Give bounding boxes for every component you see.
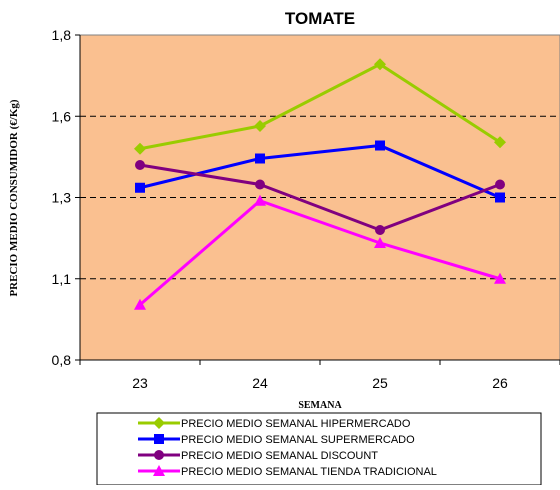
y-tick-label: 1,6 [52,108,72,124]
data-point [495,192,505,203]
x-tick-label: 26 [492,375,508,391]
grid-lines [80,115,560,280]
legend-marker [153,465,165,476]
legend-frame [96,412,542,486]
chart-title: TOMATE [285,9,355,28]
legend-items: PRECIO MEDIO SEMANAL HIPERMERCADO PRECIO … [138,417,437,478]
data-point [255,153,265,164]
series-2 [135,140,505,203]
legend-marker [154,434,164,444]
series-3 [135,160,505,235]
x-tick-label: 25 [372,375,388,391]
series-4 [134,194,506,310]
series-layer [134,58,506,310]
data-point [135,182,145,193]
data-point [135,160,145,170]
data-point [375,140,385,151]
series-line [139,62,501,151]
axes: 0,8 1,1 1,3 1,6 1,8 23 24 25 26 [52,27,560,391]
data-point [254,194,266,206]
data-point [374,58,386,71]
x-axis-label: SEMANA [298,400,342,411]
legend-item: PRECIO MEDIO SEMANAL DISCOUNT [138,450,378,462]
legend-label: PRECIO MEDIO SEMANAL DISCOUNT [181,450,378,462]
data-point [494,136,506,149]
y-tick-label: 1,3 [52,190,72,206]
data-point [494,272,506,284]
data-point [255,179,265,190]
legend-marker [153,417,165,429]
series-1 [134,58,506,155]
data-point [374,237,386,248]
data-point [375,225,385,235]
series-line [139,163,501,232]
legend-label: PRECIO MEDIO SEMANAL HIPERMERCADO [181,418,411,430]
data-point [495,179,505,190]
legend: PRECIO MEDIO SEMANAL HIPERMERCADO PRECIO … [96,412,542,486]
y-tick-label: 1,1 [52,271,72,287]
legend-item: PRECIO MEDIO SEMANAL HIPERMERCADO [138,417,411,430]
y-tick-label: 0,8 [52,352,72,368]
legend-item: PRECIO MEDIO SEMANAL TIENDA TRADICIONAL [138,465,437,478]
y-axis-label: PRECIO MEDIO CONSUMIDOR (€/Kg) [8,99,20,296]
y-tick-label: 1,8 [52,27,72,43]
legend-item: PRECIO MEDIO SEMANAL SUPERMERCADO [138,434,415,446]
data-point [254,120,266,132]
data-point [134,142,146,155]
legend-label: PRECIO MEDIO SEMANAL SUPERMERCADO [181,434,415,446]
data-point [134,298,146,310]
x-tick-label: 23 [132,375,148,391]
x-tick-label: 24 [252,375,268,391]
series-line [139,199,501,306]
legend-label: PRECIO MEDIO SEMANAL TIENDA TRADICIONAL [181,466,437,478]
legend-marker [154,450,164,460]
series-line [139,144,501,199]
